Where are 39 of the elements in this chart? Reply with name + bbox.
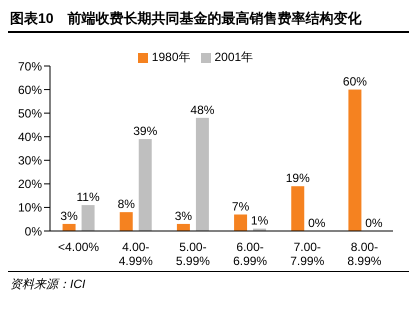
bar [234,214,248,231]
x-tick-label: 6.00- 6.99% [233,240,268,268]
legend-label: 2001年 [214,50,254,64]
data-label: 39% [133,124,158,138]
x-tick-label: 8.00- 8.99% [347,240,382,268]
bar [196,118,209,231]
bar [120,212,133,231]
y-tick-label: 30% [18,154,42,168]
y-tick-label: 60% [18,82,42,97]
text: 资料来源：ICI [8,271,409,297]
data-label: 7% [232,200,250,214]
data-label: 3% [60,208,78,223]
legend-label: 1980年 [152,50,190,64]
bar [82,205,95,231]
bar [348,90,362,231]
y-tick-label: 20% [18,177,42,192]
data-label: 8% [118,197,136,212]
x-tick-label: 7.00- 7.99% [290,240,325,268]
x-tick-label: <4.00% [58,240,100,254]
bar [291,186,304,231]
data-label: 11% [76,190,100,204]
data-label: 3% [174,208,192,223]
data-label: 1% [250,214,269,228]
data-label: 0% [308,216,326,230]
data-label: 60% [342,74,368,89]
y-tick-label: 10% [18,200,42,215]
data-label: 0% [365,216,383,230]
x-tick-label: 5.00- 5.99% [176,240,210,268]
y-tick-label: 40% [18,130,42,144]
bar [138,139,152,231]
bar [176,224,190,231]
x-tick-label: 4.00- 4.99% [118,240,154,268]
y-tick-label: 50% [18,106,42,120]
data-label: 19% [286,171,310,186]
y-tick-label: 0% [24,224,42,238]
chart-title: 图表10 前端收费长期共同基金的最高销售费率结构变化 [8,8,409,33]
bar [62,224,76,231]
y-tick-label: 70% [18,59,42,74]
data-label: 48% [190,102,215,117]
